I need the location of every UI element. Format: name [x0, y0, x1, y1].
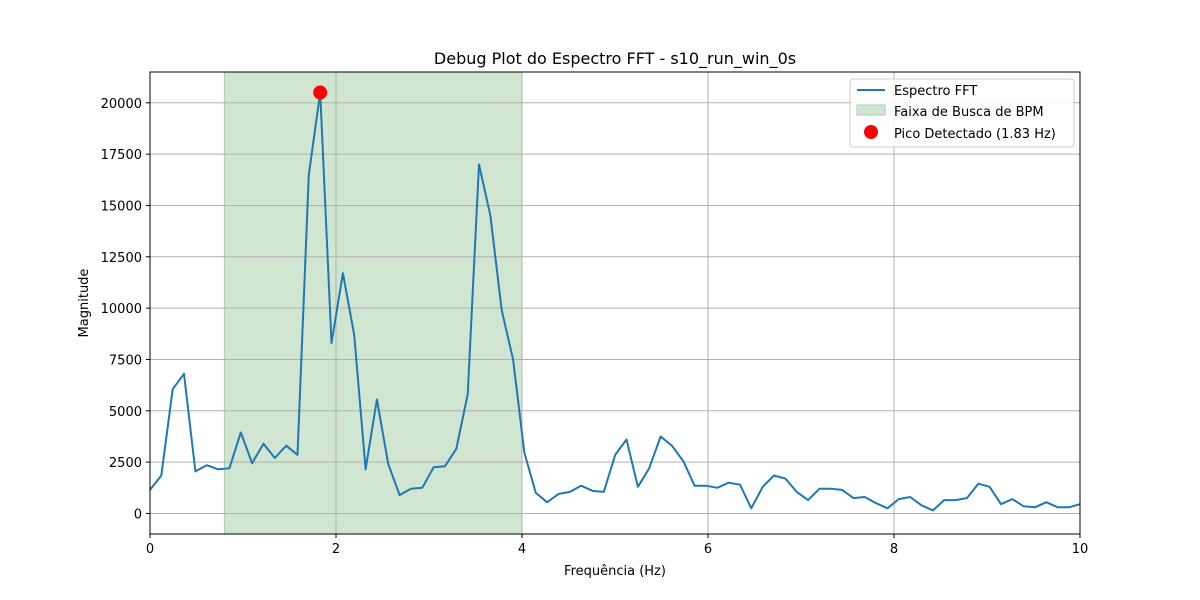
bpm-search-band: [223, 71, 523, 535]
x-axis-ticks: 0 2 4 6 8 10: [146, 534, 1088, 557]
legend-swatch-peak: [864, 125, 878, 139]
chart-title: Debug Plot do Espectro FFT - s10_run_win…: [434, 49, 796, 69]
y-tick-label: 15000: [101, 199, 142, 214]
y-tick-label: 10000: [101, 302, 142, 317]
series-line-espectro-fft: [149, 91, 1081, 512]
x-tick-label: 2: [332, 542, 340, 557]
plot-frame: [149, 71, 1081, 535]
x-axis-label: Frequência (Hz): [564, 564, 666, 579]
legend: Espectro FFT Faixa de Busca de BPM Pico …: [849, 78, 1075, 148]
legend-box: [849, 78, 1075, 148]
legend-swatch-band: [856, 104, 886, 116]
x-tick-label: 4: [518, 542, 526, 557]
legend-label-band: Faixa de Busca de BPM: [894, 105, 1044, 120]
x-tick-label: 8: [890, 542, 898, 557]
series-layer: [149, 91, 1081, 512]
y-tick-label: 7500: [109, 353, 142, 368]
bpm-band-layer: [223, 71, 523, 535]
y-axis-label: Magnitude: [77, 269, 92, 338]
legend-label-peak: Pico Detectado (1.83 Hz): [894, 127, 1056, 142]
peak-layer: [313, 85, 328, 100]
y-axis-ticks: 0 2500 5000 7500 10000 12500 15000 17500 20000: [101, 97, 150, 522]
y-tick-label: 5000: [109, 405, 142, 420]
y-tick-label: 0: [134, 507, 142, 522]
y-tick-label: 12500: [101, 251, 142, 266]
x-tick-label: 0: [146, 542, 154, 557]
peak-marker: [313, 85, 328, 100]
x-tick-label: 6: [704, 542, 712, 557]
x-tick-label: 10: [1072, 542, 1089, 557]
legend-label-series: Espectro FFT: [894, 84, 977, 99]
y-tick-label: 20000: [101, 97, 142, 112]
y-tick-label: 2500: [109, 456, 142, 471]
y-tick-label: 17500: [101, 148, 142, 163]
